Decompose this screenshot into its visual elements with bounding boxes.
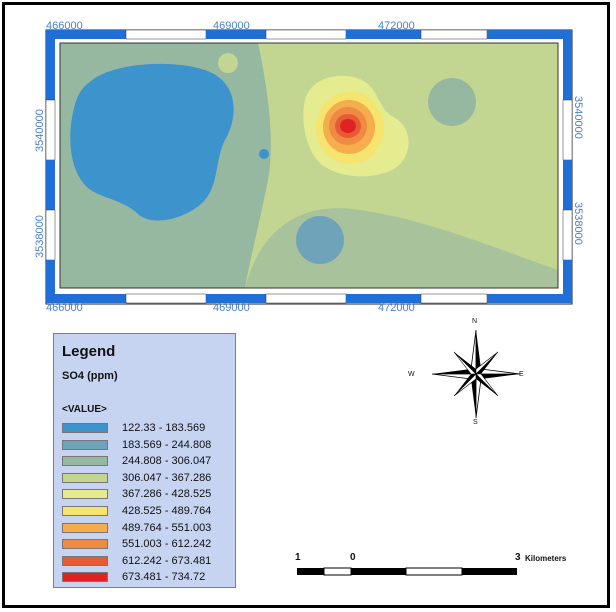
compass-north-label: N	[472, 318, 478, 325]
legend-swatch	[62, 472, 108, 483]
legend-item: 244.808 - 306.047	[62, 455, 211, 467]
legend-swatch	[62, 572, 108, 583]
north-arrow-icon	[431, 329, 521, 419]
legend-item-label: 306.047 - 367.286	[122, 471, 212, 484]
legend-item: 489.764 - 551.003	[62, 522, 211, 534]
graticule-band-bottom	[46, 293, 572, 304]
legend-item-label: 612.242 - 673.481	[122, 554, 212, 567]
legend-swatch	[62, 555, 108, 566]
scale-bar-label-1: 1	[295, 552, 301, 563]
legend-item-label: 367.286 - 428.525	[122, 488, 212, 501]
compass-south-label: S	[473, 419, 478, 426]
legend: Legend SO4 (ppm) <VALUE> 122.33 - 183.56…	[53, 333, 236, 588]
legend-item-label: 551.003 - 612.242	[122, 538, 212, 551]
legend-item: 367.286 - 428.525	[62, 488, 211, 500]
legend-swatch	[62, 506, 108, 516]
legend-swatch	[62, 456, 108, 467]
legend-swatch	[62, 489, 108, 500]
y-tick-right-3540000: 3540000	[572, 96, 584, 139]
scale-bar-label-3: 3	[515, 552, 521, 563]
legend-item-label: 244.808 - 306.047	[122, 455, 212, 468]
legend-item: 428.525 - 489.764	[62, 505, 211, 517]
scale-bar-units: Kilometers	[525, 554, 567, 563]
x-tick-top-469000: 469000	[213, 20, 250, 32]
map-frame	[2, 2, 610, 608]
legend-item-label: 673.481 - 734.72	[122, 571, 206, 584]
legend-swatch	[62, 522, 108, 533]
x-tick-bottom-466000: 466000	[46, 302, 83, 314]
x-tick-top-472000: 472000	[378, 20, 415, 32]
legend-item-label: 122.33 - 183.569	[122, 422, 206, 434]
legend-item: 612.242 - 673.481	[62, 555, 211, 567]
compass-west-label: W	[408, 371, 415, 378]
x-tick-bottom-472000: 472000	[378, 302, 415, 314]
compass-east-label: E	[519, 371, 524, 378]
legend-swatch	[62, 539, 108, 550]
scale-bar-label-0: 0	[350, 552, 356, 563]
legend-item-label: 489.764 - 551.003	[122, 521, 212, 534]
scale-bar	[297, 567, 517, 576]
y-tick-left-3538000: 3538000	[34, 215, 46, 258]
legend-item: 551.003 - 612.242	[62, 538, 211, 550]
legend-swatch	[62, 439, 108, 450]
graticule-band-top	[46, 29, 572, 40]
legend-item: 183.569 - 244.808	[62, 439, 211, 451]
legend-parameter: SO4 (ppm)	[62, 370, 118, 382]
legend-item-label: 428.525 - 489.764	[122, 505, 212, 517]
x-tick-top-466000: 466000	[46, 20, 83, 32]
legend-value-header: <VALUE>	[62, 404, 107, 415]
legend-item: 306.047 - 367.286	[62, 472, 211, 484]
x-tick-bottom-469000: 469000	[213, 302, 250, 314]
legend-item: 122.33 - 183.569	[62, 422, 205, 434]
legend-item: 673.481 - 734.72	[62, 571, 205, 583]
legend-item-label: 183.569 - 244.808	[122, 438, 212, 451]
graticule-band-right	[562, 30, 573, 303]
legend-title: Legend	[62, 343, 116, 360]
y-tick-left-3540000: 3540000	[34, 109, 46, 152]
graticule-band-left	[45, 30, 56, 303]
so4-surface	[59, 42, 559, 289]
y-tick-right-3538000: 3538000	[572, 202, 584, 245]
legend-swatch	[62, 423, 108, 433]
